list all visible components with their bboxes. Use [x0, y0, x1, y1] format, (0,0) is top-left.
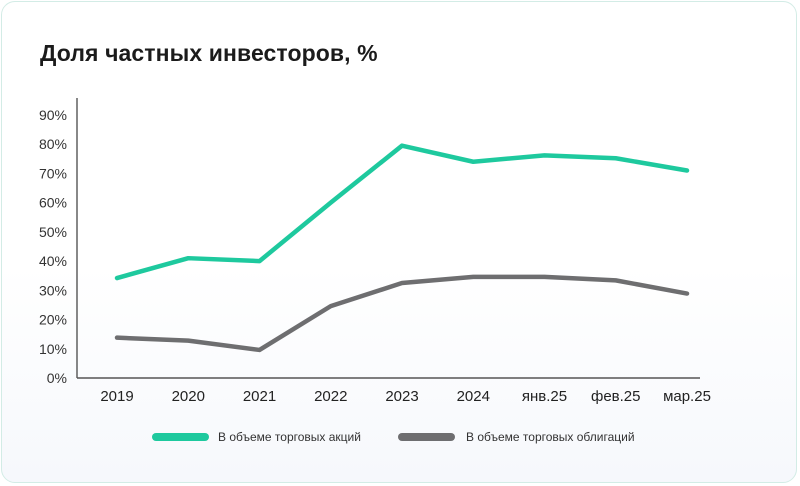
y-axis-ticks: 0% 10% 20% 30% 40% 50% 60% 70% 80% 90% — [39, 107, 67, 386]
y-tick-label: 70% — [39, 165, 67, 181]
y-tick-label: 40% — [39, 253, 67, 269]
series-line-1 — [114, 143, 690, 281]
x-tick-label: 2024 — [457, 388, 490, 405]
legend-label-2: В объеме торговых облигаций — [466, 430, 635, 444]
x-tick-label: 2021 — [243, 388, 276, 405]
x-tick-label: 2022 — [314, 388, 347, 405]
y-tick-label: 90% — [39, 107, 67, 123]
legend-label-1: В объеме торговых акций — [218, 430, 361, 444]
x-tick-label: фев.25 — [591, 388, 641, 405]
x-tick-label: 2023 — [385, 388, 418, 405]
y-tick-label: 50% — [39, 224, 67, 240]
y-tick-label: 10% — [39, 341, 67, 357]
series-lines — [114, 143, 690, 353]
y-tick-label: 0% — [47, 370, 67, 386]
series-line-2 — [114, 274, 690, 353]
legend: В объеме торговых акций В объеме торговых… — [152, 430, 635, 444]
x-axis-ticks: 2019 2020 2021 2022 2023 2024 янв.25 фев.25 мар.… — [100, 388, 711, 405]
x-tick-label: 2020 — [172, 388, 205, 405]
chart-title: Доля частных инвесторов, % — [40, 40, 378, 66]
x-tick-label: янв.25 — [522, 388, 567, 405]
y-tick-label: 60% — [39, 195, 67, 211]
axes — [76, 98, 700, 379]
x-tick-label: мар.25 — [663, 388, 711, 405]
x-tick-label: 2019 — [100, 388, 133, 405]
legend-swatch-2 — [398, 433, 455, 441]
y-tick-label: 30% — [39, 282, 67, 298]
legend-swatch-1 — [152, 433, 209, 441]
y-tick-label: 80% — [39, 136, 67, 152]
y-tick-label: 20% — [39, 312, 67, 328]
